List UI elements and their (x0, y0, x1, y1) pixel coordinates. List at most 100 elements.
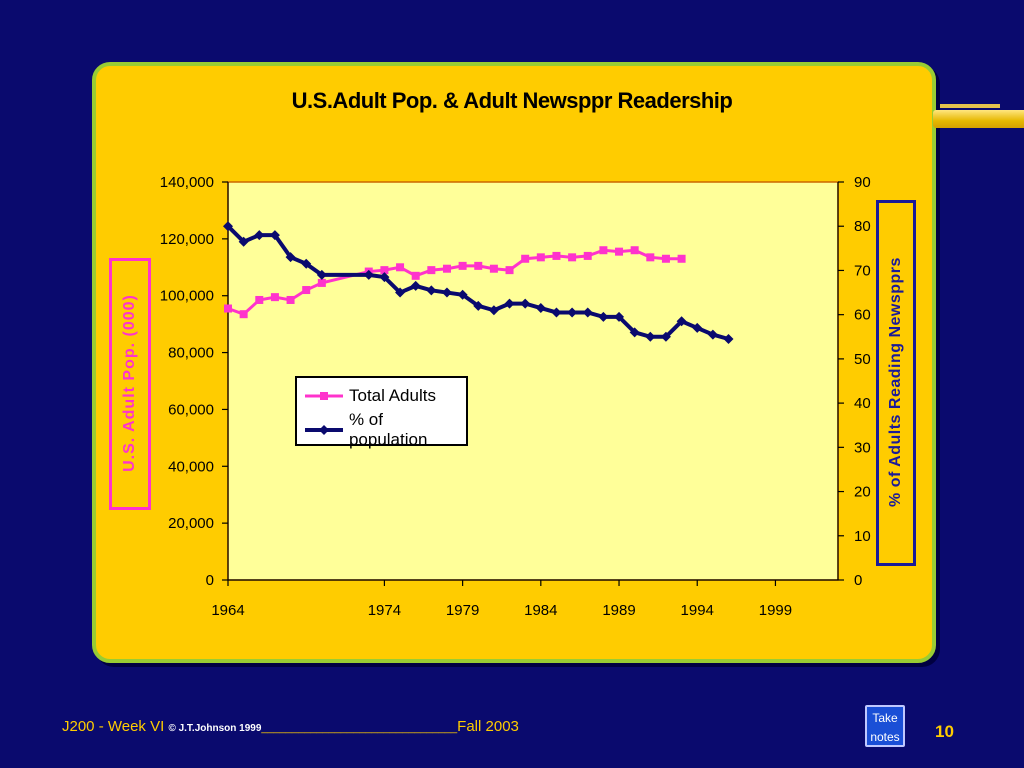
x-tick-label: 1964 (211, 602, 244, 619)
y2-tick-label: 40 (854, 395, 871, 412)
point-pct-population (504, 298, 515, 309)
chart-title: U.S.Adult Pop. & Adult Newsppr Readershi… (291, 88, 733, 113)
y2-tick-label: 20 (854, 484, 871, 501)
point-total-adults (521, 254, 530, 263)
y2-tick-label: 70 (854, 262, 871, 279)
point-pct-population (551, 307, 562, 318)
point-pct-population (223, 221, 233, 232)
point-pct-population (238, 236, 249, 247)
point-pct-population (614, 311, 625, 322)
decorative-stripe-top (940, 104, 1000, 108)
x-tick-label: 1974 (368, 602, 401, 619)
point-pct-population (707, 329, 718, 340)
point-total-adults (489, 264, 498, 273)
point-total-adults (380, 266, 389, 275)
y2-tick-label: 10 (854, 528, 871, 545)
y2-tick-label: 60 (854, 307, 871, 324)
point-pct-population (316, 269, 327, 280)
y-axis-label: U.S. Adult Pop. (000) (121, 294, 138, 472)
footer-rule: ________________________________ (261, 722, 458, 734)
point-pct-population (269, 230, 280, 241)
point-pct-population (301, 258, 312, 269)
left-axis-label-box: U.S. Adult Pop. (000) (109, 258, 151, 510)
right-axis-label-box: % of Adults Reading Newspprs (876, 200, 916, 566)
x-tick-label: 1979 (446, 602, 479, 619)
take-notes-line2: notes (870, 730, 900, 744)
footer-copyright: © J.T.Johnson 1999 (168, 723, 262, 734)
x-tick-label: 1994 (681, 602, 714, 619)
page-number: 10 (935, 722, 954, 741)
point-total-adults (255, 295, 264, 304)
point-total-adults (270, 293, 279, 302)
point-total-adults (583, 251, 592, 260)
point-pct-population (660, 331, 671, 342)
point-total-adults (427, 266, 436, 275)
legend-label-pct-population: % of population (348, 410, 428, 449)
series-line-total-adults (227, 248, 682, 316)
y2-tick-label: 90 (854, 174, 871, 191)
legend-swatch-pct-population (305, 425, 343, 435)
legend-item-pct-population: % of population (305, 410, 466, 449)
decorative-stripe (933, 110, 1024, 128)
point-total-adults (442, 264, 451, 273)
y2-tick-label: 30 (854, 439, 871, 456)
point-pct-population (520, 298, 531, 309)
y2-tick-label: 50 (854, 351, 871, 368)
y2-tick-label: 0 (854, 572, 862, 589)
legend-label-total-adults: Total Adults (349, 386, 436, 405)
point-total-adults (552, 251, 561, 260)
y-tick-label: 0 (206, 572, 214, 589)
y-tick-label: 20,000 (168, 515, 214, 532)
point-total-adults (646, 253, 655, 262)
point-pct-population (629, 327, 640, 338)
point-total-adults (302, 286, 311, 295)
point-pct-population (676, 316, 687, 327)
point-total-adults (411, 271, 420, 280)
point-total-adults (661, 254, 670, 263)
y2-tick-label: 80 (854, 218, 871, 235)
point-total-adults (239, 310, 248, 319)
x-tick-label: 1984 (524, 602, 557, 619)
point-total-adults (630, 246, 639, 255)
y2-axis-label: % of Adults Reading Newspprs (887, 257, 904, 507)
point-pct-population (410, 280, 421, 291)
point-pct-population (441, 287, 452, 298)
point-total-adults (458, 261, 467, 270)
point-total-adults (396, 263, 405, 272)
legend: Total Adults % of population (295, 376, 468, 449)
x-tick-label: 1989 (602, 602, 635, 619)
legend-item-total-adults: Total Adults (305, 382, 436, 410)
point-pct-population (723, 333, 734, 344)
legend-swatch-total-adults (305, 392, 343, 400)
point-total-adults (536, 253, 545, 262)
point-pct-population (488, 305, 499, 316)
point-total-adults (474, 261, 483, 270)
point-total-adults (677, 254, 686, 263)
point-total-adults (224, 304, 232, 313)
take-notes-button[interactable]: Take notes (865, 705, 905, 747)
y-tick-label: 80,000 (168, 345, 214, 362)
y-tick-label: 120,000 (160, 231, 214, 248)
point-total-adults (568, 253, 577, 262)
point-total-adults (599, 246, 608, 255)
y-tick-label: 100,000 (160, 288, 214, 305)
point-total-adults (317, 278, 326, 287)
take-notes-line1: Take (872, 711, 898, 725)
footer: J200 - Week VI © J.T.Johnson 1999_______… (62, 718, 519, 735)
y-tick-label: 140,000 (160, 174, 214, 191)
point-pct-population (598, 311, 609, 322)
point-pct-population (363, 269, 374, 280)
point-pct-population (254, 230, 265, 241)
point-pct-population (692, 322, 703, 333)
point-pct-population (395, 287, 406, 298)
x-tick-label: 1999 (759, 602, 792, 619)
point-total-adults (505, 266, 514, 275)
point-pct-population (379, 272, 390, 283)
point-pct-population (426, 285, 437, 296)
y-tick-label: 60,000 (168, 401, 214, 418)
point-pct-population (535, 303, 546, 314)
footer-term: Fall 2003 (457, 718, 519, 735)
y-tick-label: 40,000 (168, 458, 214, 475)
point-pct-population (582, 307, 593, 318)
